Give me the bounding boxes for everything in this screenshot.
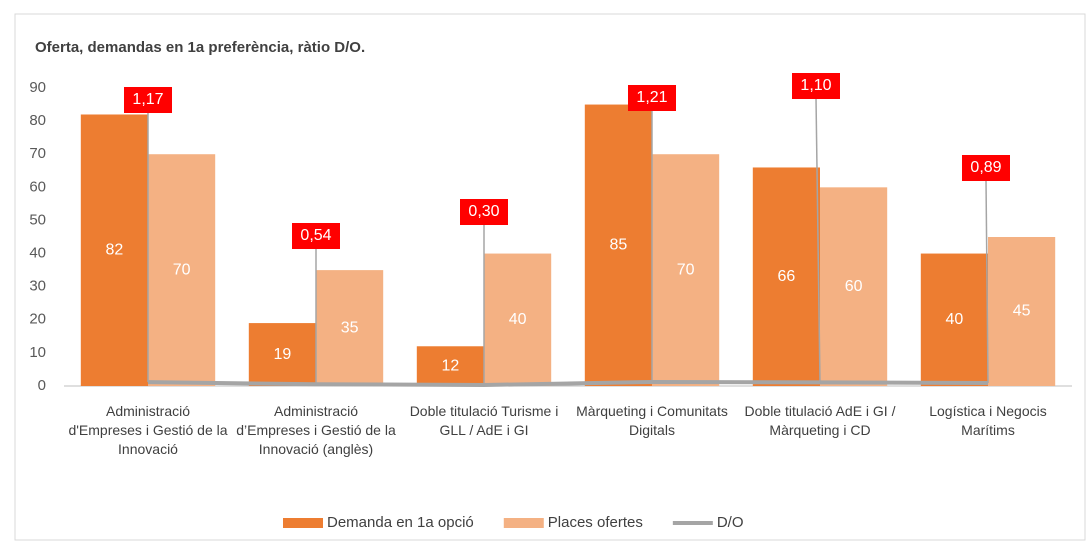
legend-label: D/O (717, 514, 744, 531)
data-label: 45 (1013, 303, 1031, 320)
data-label-box (962, 155, 1010, 181)
data-label: 66 (778, 268, 796, 285)
leader-line (985, 179, 989, 384)
legend-swatch (503, 518, 544, 528)
x-tick-label: Administració d’Empreses i Gestió de la … (236, 403, 396, 457)
bar (148, 154, 216, 386)
data-label: 1,21 (636, 89, 667, 106)
bar (820, 187, 888, 386)
data-label-box (124, 87, 172, 113)
y-tick-label: 70 (29, 145, 46, 162)
legend-swatch (283, 518, 323, 528)
data-label: 19 (274, 346, 292, 363)
bar (584, 104, 652, 387)
leader-line (815, 97, 821, 383)
data-label: 40 (946, 311, 964, 328)
data-label: 40 (509, 311, 527, 328)
y-tick-label: 80 (29, 112, 46, 129)
y-tick-label: 20 (29, 311, 46, 328)
data-label: 0,54 (300, 227, 331, 244)
y-tick-label: 10 (29, 344, 46, 361)
data-label: 1,10 (800, 77, 831, 94)
data-label: 85 (610, 236, 628, 253)
chart-title: Oferta, demandas en 1a preferència, ràti… (35, 39, 365, 56)
x-tick-label: Logística i Negocis Marítims (929, 403, 1047, 438)
data-label: 0,89 (970, 159, 1001, 176)
y-tick-label: 50 (29, 211, 46, 228)
bar (920, 253, 988, 386)
y-tick-label: 90 (29, 79, 46, 96)
data-label: 1,17 (132, 91, 163, 108)
data-label: 60 (845, 278, 863, 295)
x-tick-label: Administració d'Empreses i Gestió de la … (68, 403, 228, 457)
y-tick-label: 40 (29, 245, 46, 262)
data-label-box (292, 223, 340, 249)
data-label-box (460, 199, 508, 225)
bar (988, 237, 1056, 386)
bar (484, 253, 552, 386)
x-tick-label: Doble titulació Turisme i GLL / AdE i GI (409, 403, 559, 438)
bar (248, 323, 316, 386)
data-label-box (792, 73, 840, 99)
y-tick-label: 60 (29, 178, 46, 195)
bar (652, 154, 720, 386)
legend-label: Demanda en 1a opció (327, 514, 474, 531)
line (147, 379, 989, 388)
data-label: 70 (173, 261, 191, 278)
bar (752, 167, 820, 386)
x-tick-label: Doble titulació AdE i GI / Màrqueting i … (744, 403, 896, 438)
data-label: 70 (677, 261, 695, 278)
bar (316, 270, 384, 386)
legend-label: Places ofertes (548, 514, 643, 531)
data-label-box (628, 85, 676, 111)
bar (80, 114, 148, 386)
y-tick-label: 0 (38, 377, 46, 394)
bar (416, 346, 484, 386)
x-tick-label: Màrqueting i Comunitats Digitals (576, 403, 728, 438)
data-label: 35 (341, 319, 359, 336)
data-label: 12 (442, 357, 460, 374)
y-tick-label: 30 (29, 278, 46, 295)
data-label: 82 (106, 241, 124, 258)
data-label: 0,30 (468, 203, 499, 220)
